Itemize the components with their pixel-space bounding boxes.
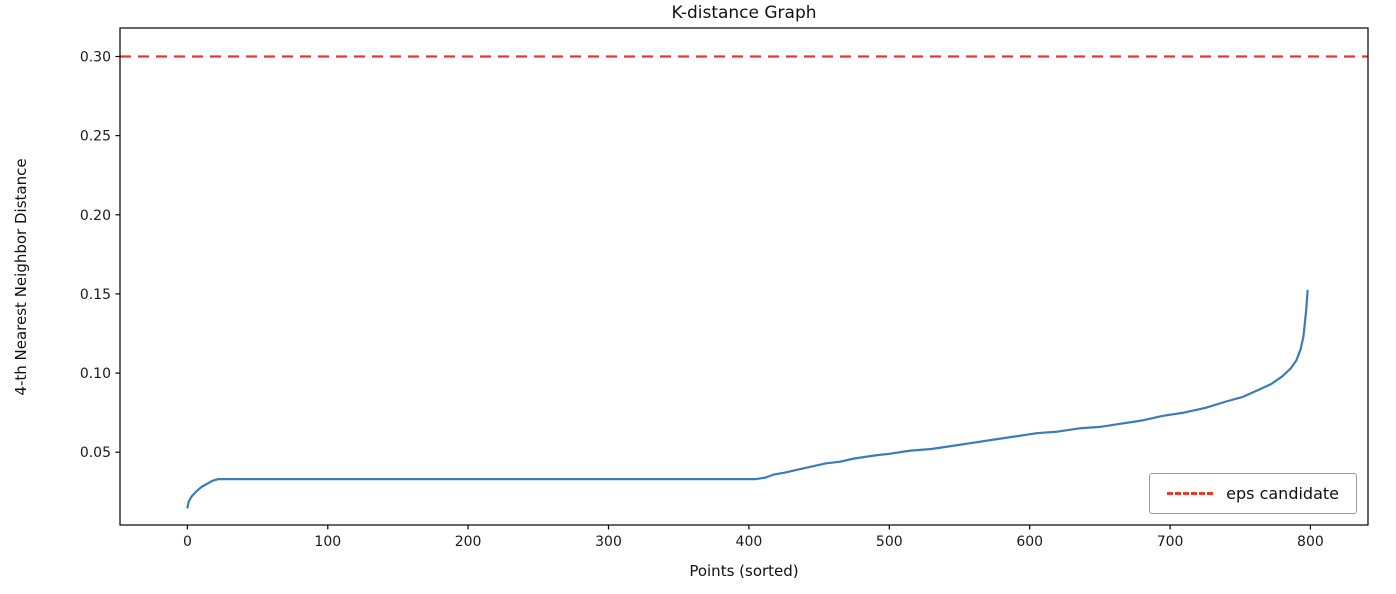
svg-text:0.30: 0.30 [80,50,111,66]
svg-text:100: 100 [314,534,341,550]
svg-text:700: 700 [1157,534,1184,550]
x-axis-label: Points (sorted) [689,562,799,580]
svg-text:300: 300 [595,534,622,550]
svg-text:0.10: 0.10 [80,366,111,382]
svg-text:0.05: 0.05 [80,445,111,461]
svg-text:600: 600 [1016,534,1043,550]
eps-candidate-line-swatch [1167,492,1214,495]
svg-text:500: 500 [876,534,903,550]
svg-text:0: 0 [183,534,192,550]
svg-text:800: 800 [1297,534,1324,550]
svg-text:0.20: 0.20 [80,208,111,224]
legend: eps candidate [1149,473,1357,514]
svg-text:200: 200 [455,534,482,550]
legend-label: eps candidate [1226,484,1339,503]
svg-text:0.15: 0.15 [80,287,111,303]
svg-text:400: 400 [736,534,763,550]
chart-title: K-distance Graph [671,3,817,23]
svg-text:0.25: 0.25 [80,129,111,145]
y-axis-label: 4-th Nearest Neighbor Distance [12,158,30,396]
